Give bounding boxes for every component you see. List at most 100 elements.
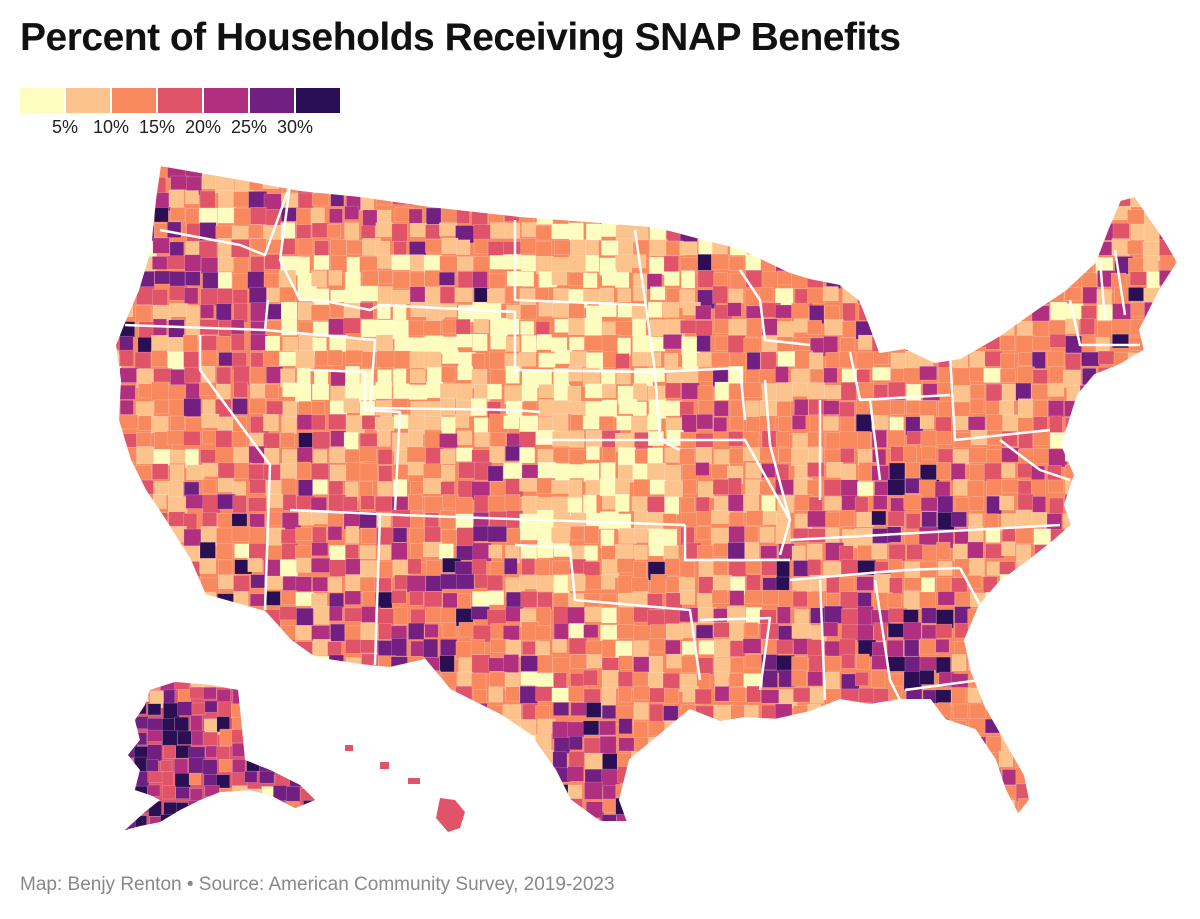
county-cell — [1018, 352, 1036, 366]
county-cell — [378, 465, 396, 484]
county-cell — [698, 400, 718, 420]
county-cell — [343, 785, 360, 804]
county-cell — [376, 209, 392, 228]
county-cell — [1048, 448, 1068, 468]
county-cell — [1095, 175, 1114, 190]
county-cell — [695, 496, 710, 516]
county-cell — [287, 829, 305, 830]
county-cell — [346, 670, 362, 690]
county-cell — [746, 416, 764, 433]
county-cell — [938, 367, 956, 385]
county-cell — [583, 624, 599, 639]
county-cell — [1034, 189, 1053, 208]
county-cell — [519, 608, 539, 628]
county-cell — [935, 767, 955, 787]
county-cell — [185, 321, 205, 338]
county-cell — [457, 365, 473, 381]
county-cell — [168, 384, 187, 401]
county-cell — [424, 401, 442, 420]
county-cell — [696, 352, 715, 367]
county-cell — [473, 689, 488, 704]
county-cell — [1113, 429, 1132, 444]
county-cell — [986, 414, 1005, 433]
county-cell — [936, 334, 955, 348]
county-cell — [698, 559, 718, 577]
county-cell — [474, 797, 491, 818]
county-cell — [854, 528, 873, 547]
county-cell — [297, 165, 313, 176]
county-cell — [858, 193, 877, 207]
county-cell — [954, 622, 969, 639]
county-cell — [298, 753, 317, 767]
county-cell — [889, 193, 907, 208]
county-cell — [1064, 353, 1081, 372]
county-cell — [714, 191, 733, 208]
county-cell — [585, 254, 600, 272]
county-cell — [762, 639, 780, 659]
county-cell — [968, 513, 983, 531]
county-cell — [582, 272, 598, 288]
county-cell — [329, 447, 347, 463]
county-cell — [152, 237, 170, 254]
county-cell — [328, 270, 343, 286]
county-cell — [168, 481, 184, 500]
county-cell — [632, 463, 652, 483]
county-cell — [919, 767, 936, 783]
county-cell — [488, 544, 503, 559]
county-cell — [263, 193, 282, 213]
county-cell — [841, 206, 859, 223]
county-cell — [729, 205, 748, 225]
county-cell — [538, 384, 556, 399]
county-cell — [313, 785, 329, 800]
county-cell — [505, 817, 521, 822]
county-cell — [535, 734, 552, 752]
county-cell — [1016, 576, 1035, 595]
county-cell — [487, 799, 502, 818]
county-cell — [219, 728, 235, 747]
county-cell — [648, 655, 663, 676]
county-cell — [311, 671, 326, 688]
county-cell — [1097, 270, 1116, 288]
county-cell — [744, 767, 761, 786]
county-cell — [618, 655, 633, 670]
county-cell — [856, 398, 876, 417]
county-cell — [647, 385, 667, 402]
county-cell — [457, 593, 471, 612]
county-cell — [615, 353, 630, 371]
county-cell — [1128, 287, 1147, 302]
county-cell — [920, 464, 940, 483]
county-cell — [553, 623, 569, 640]
county-cell — [775, 165, 789, 173]
county-cell — [905, 719, 923, 734]
county-cell — [551, 479, 571, 494]
county-cell — [938, 560, 953, 576]
county-cell — [122, 704, 141, 723]
county-cell — [746, 510, 765, 526]
county-cell — [791, 368, 810, 389]
county-cell — [887, 559, 903, 573]
county-cell — [1050, 529, 1065, 546]
county-cell — [343, 174, 360, 191]
county-cell — [1162, 368, 1178, 387]
county-cell — [584, 383, 604, 399]
county-cell — [456, 799, 473, 815]
county-cell — [135, 493, 155, 514]
county-cell — [761, 430, 780, 450]
county-cell — [1176, 165, 1178, 180]
county-cell — [1112, 303, 1132, 322]
county-cell — [167, 769, 187, 786]
county-cell — [569, 175, 586, 193]
county-cell — [919, 817, 938, 822]
county-cell — [1160, 496, 1178, 516]
county-cell — [263, 785, 279, 804]
county-cell — [424, 656, 440, 675]
county-cell — [248, 445, 266, 464]
county-cell — [919, 241, 934, 261]
county-cell — [361, 606, 381, 625]
county-cell — [840, 688, 860, 703]
county-cell — [174, 772, 191, 788]
county-cell — [378, 270, 393, 284]
county-cell — [329, 208, 343, 224]
county-cell — [167, 165, 187, 179]
county-cell — [568, 222, 584, 241]
